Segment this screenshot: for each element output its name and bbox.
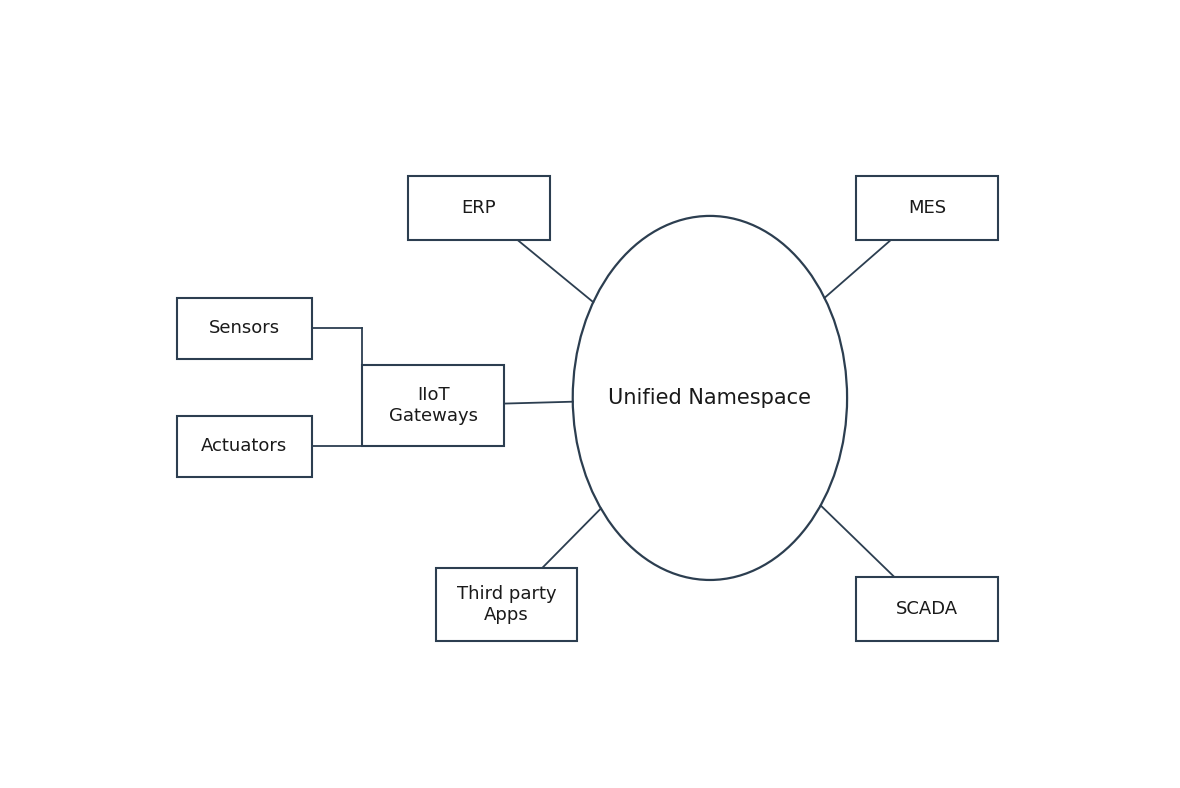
FancyBboxPatch shape xyxy=(177,416,312,477)
FancyBboxPatch shape xyxy=(857,577,998,641)
Text: Unified Namespace: Unified Namespace xyxy=(609,388,812,408)
Text: SCADA: SCADA xyxy=(896,600,958,618)
Text: Third party
Apps: Third party Apps xyxy=(457,585,556,623)
FancyBboxPatch shape xyxy=(857,177,998,240)
Text: MES: MES xyxy=(909,199,946,217)
Text: Actuators: Actuators xyxy=(202,437,288,455)
FancyBboxPatch shape xyxy=(177,298,312,359)
Text: Sensors: Sensors xyxy=(209,319,280,337)
FancyBboxPatch shape xyxy=(435,568,577,641)
Text: ERP: ERP xyxy=(461,199,497,217)
FancyBboxPatch shape xyxy=(408,177,550,240)
FancyBboxPatch shape xyxy=(362,365,504,447)
Text: IIoT
Gateways: IIoT Gateways xyxy=(388,386,478,425)
